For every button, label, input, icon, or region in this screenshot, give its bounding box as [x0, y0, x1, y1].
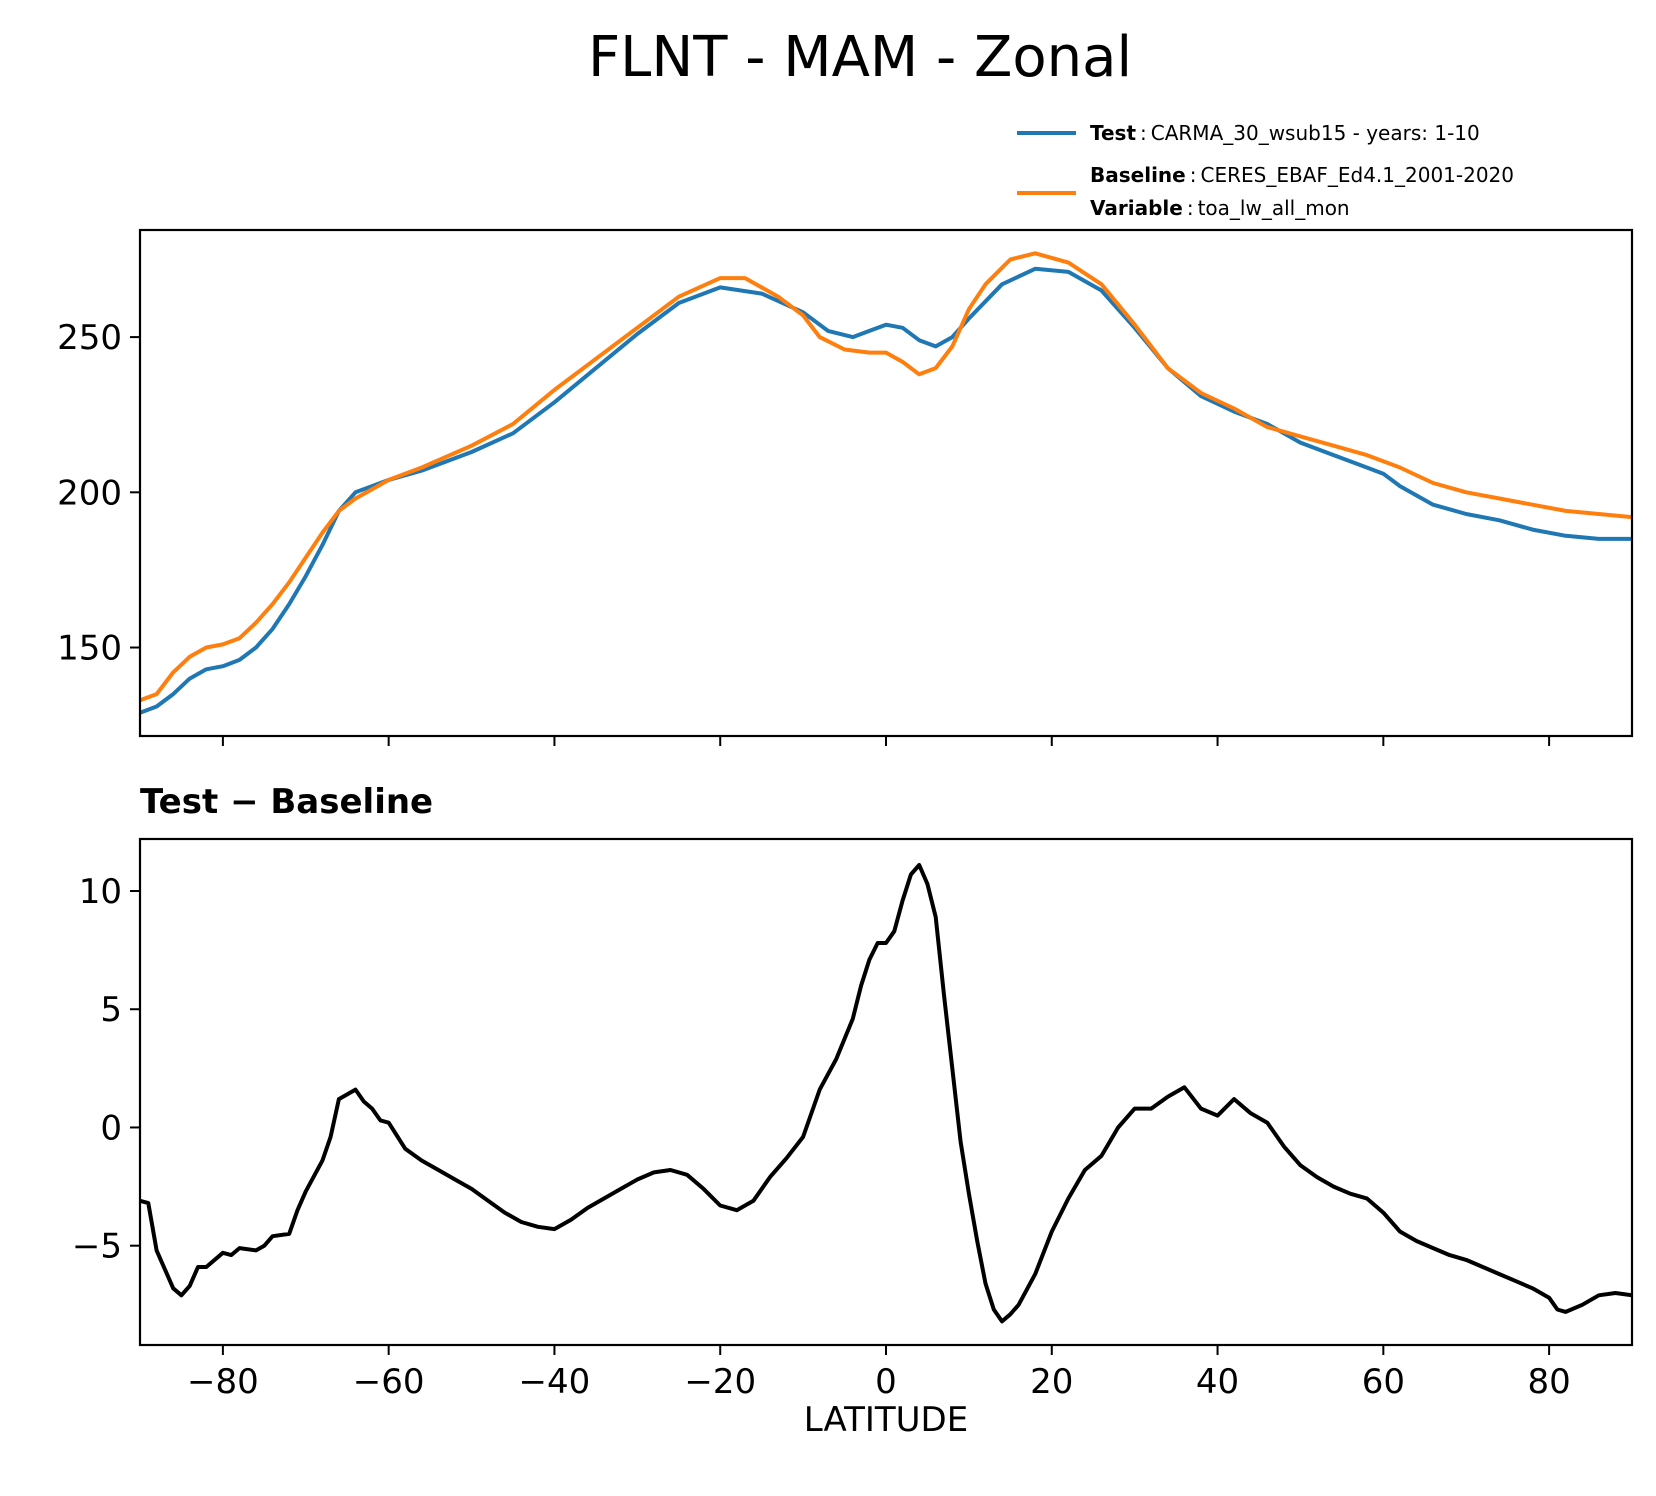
difference-x-tick-label: 0 — [875, 1362, 897, 1402]
difference-x-tick-label: −60 — [353, 1362, 425, 1402]
figure-title: FLNT - MAM - Zonal — [588, 25, 1132, 90]
difference-series-difference-line — [140, 863, 1632, 1324]
difference-x-tick-label: 20 — [1030, 1362, 1073, 1402]
zonal-mean-y-tick-label: 150 — [57, 629, 122, 669]
legend-baseline-entry: Baseline: CERES_EBAF_Ed4.1_2001-2020 — [1090, 163, 1514, 187]
legend-variable-key: Variable — [1090, 196, 1183, 220]
zonal-mean-series-baseline-line — [140, 251, 1632, 703]
legend-variable-value: toa_lw_all_mon — [1198, 196, 1350, 220]
difference-panel-title: Test − Baseline — [140, 782, 433, 822]
difference-y-tick-label: 10 — [79, 872, 122, 912]
legend-baseline-value: CERES_EBAF_Ed4.1_2001-2020 — [1200, 163, 1514, 187]
legend-test-value: CARMA_30_wsub15 - years: 1-10 — [1151, 121, 1480, 145]
difference-x-tick-label: −80 — [187, 1362, 259, 1402]
zonal-mean-y-tick-label: 200 — [57, 473, 122, 513]
difference-y-tick-label: −5 — [72, 1227, 122, 1267]
x-axis-label: LATITUDE — [804, 1400, 968, 1440]
legend-test-key: Test — [1090, 121, 1136, 145]
zonal-mean-panel: 150 200 250 — [57, 228, 1634, 746]
zonal-mean-lines — [140, 251, 1632, 715]
difference-x-tick-label: 40 — [1196, 1362, 1239, 1402]
zonal-mean-y-axis: 150 200 250 — [57, 318, 140, 669]
legend-test-entry: Test: CARMA_30_wsub15 - years: 1-10 — [1090, 121, 1480, 145]
legend-baseline-separator: : — [1190, 163, 1197, 187]
difference-y-tick-label: 0 — [100, 1108, 122, 1148]
difference-y-tick-label: 5 — [100, 990, 122, 1030]
legend: Test: CARMA_30_wsub15 - years: 1-10 Basel… — [1017, 121, 1514, 220]
difference-x-tick-label: 60 — [1362, 1362, 1405, 1402]
difference-panel: Test − Baseline −5 0 5 10 −80 −60 −40 −20 0 20 40… — [72, 782, 1634, 1440]
difference-lines — [140, 863, 1632, 1324]
zonal-mean-series-test-line — [140, 266, 1632, 715]
difference-x-tick-label: −40 — [519, 1362, 591, 1402]
difference-x-tick-label: −20 — [684, 1362, 756, 1402]
difference-y-axis: −5 0 5 10 — [72, 872, 140, 1267]
zonal-mean-x-axis — [221, 736, 1551, 746]
difference-x-axis: −80 −60 −40 −20 0 20 40 60 80 — [187, 1345, 1571, 1402]
legend-baseline-key: Baseline — [1090, 163, 1186, 187]
legend-test-separator: : — [1140, 121, 1147, 145]
legend-variable-separator: : — [1187, 196, 1194, 220]
difference-x-tick-label: 80 — [1527, 1362, 1570, 1402]
zonal-mean-y-tick-label: 250 — [57, 318, 122, 358]
legend-variable-entry: Variable: toa_lw_all_mon — [1090, 196, 1350, 220]
